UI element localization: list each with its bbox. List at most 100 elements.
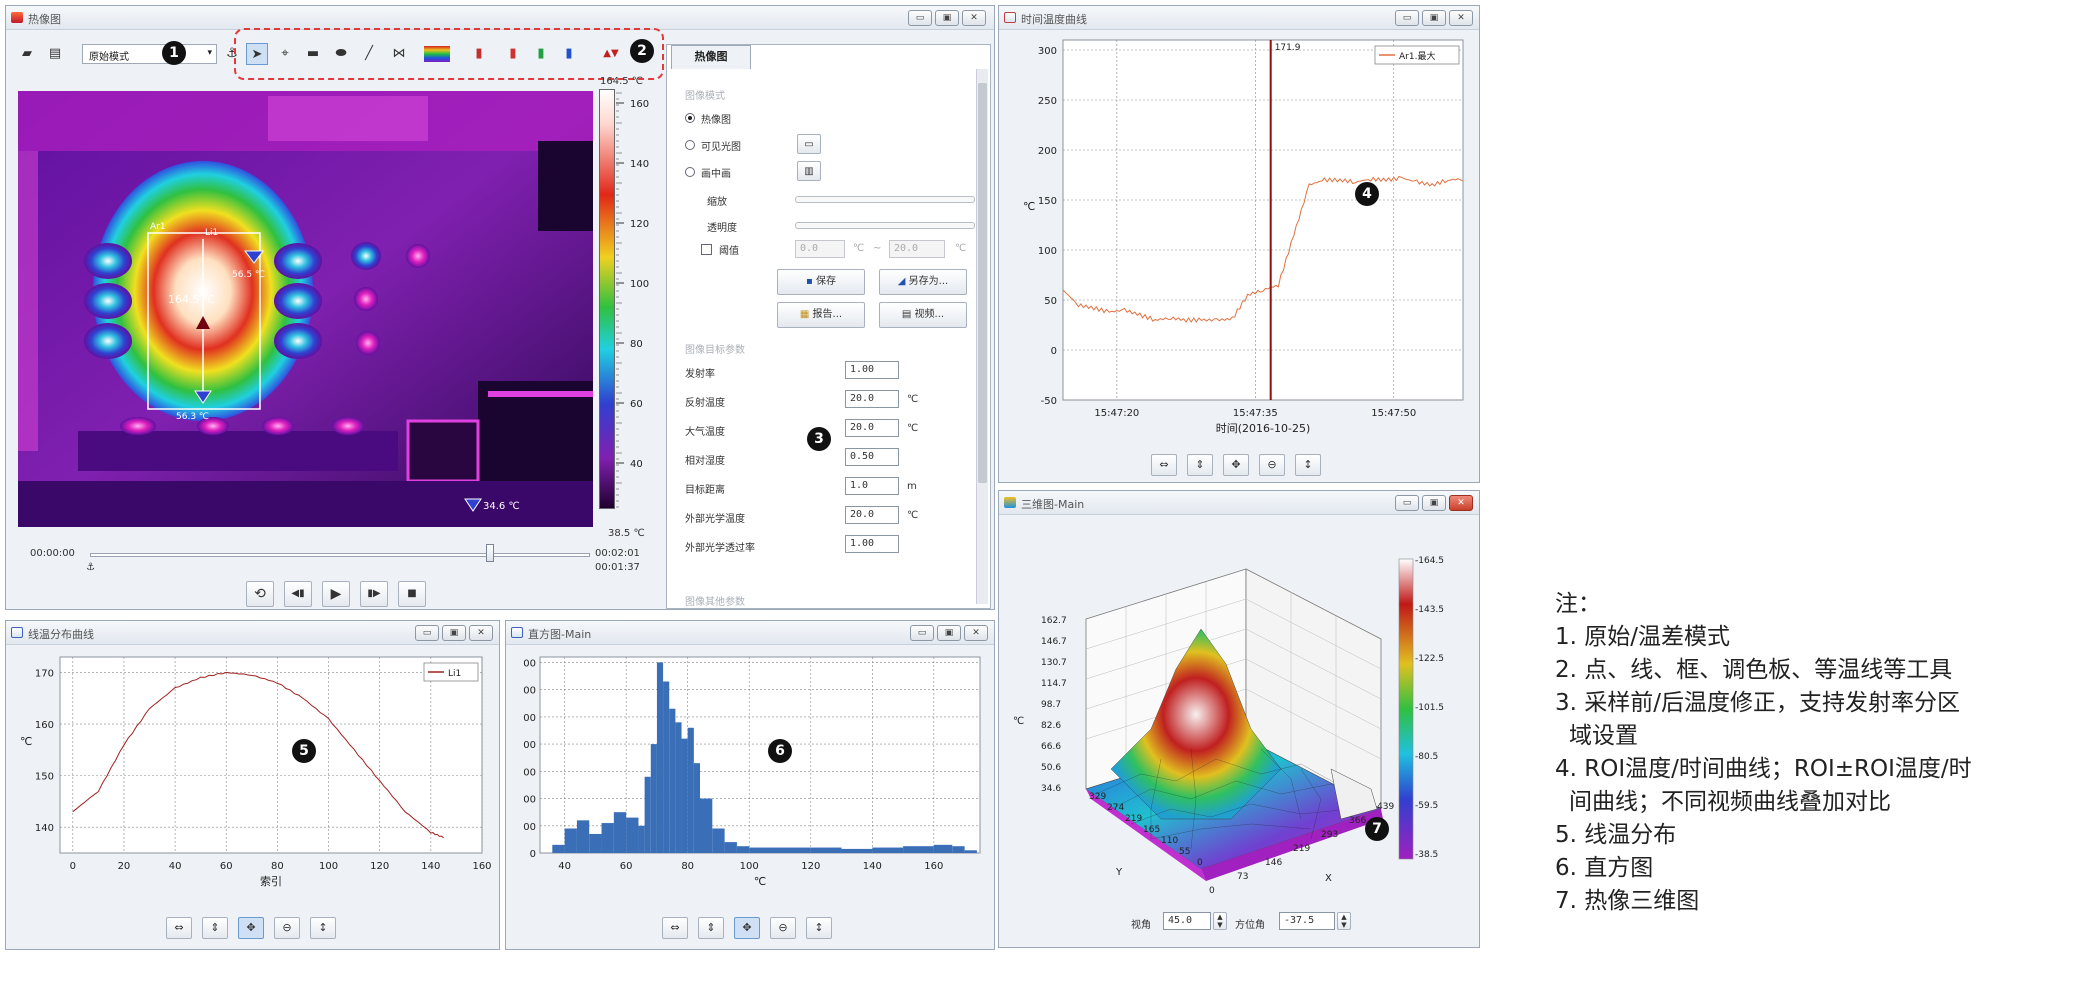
opacity-slider[interactable] [795,222,975,229]
badge-3: 3 [807,427,831,451]
note-line: 6. 直方图 [1555,855,1654,881]
param-field[interactable]: 1.0 [845,477,899,495]
param-field[interactable]: 20.0 [845,390,899,408]
next-frame-button[interactable]: ▮▶ [360,581,388,607]
fit-y-icon[interactable]: ↕ [1295,454,1321,476]
rectangle-tool-icon[interactable]: ▬ [306,46,320,61]
mode-select[interactable]: 原始模式 ▾ [82,44,217,64]
param-field[interactable]: 1.00 [845,535,899,553]
play-button[interactable]: ▶ [322,581,350,607]
radio-thermal[interactable] [685,113,695,123]
y-tick-label: 55 [1179,847,1190,857]
close-button[interactable]: ✕ [962,10,986,26]
y-axis-label: Y [1115,867,1123,878]
isotherm-above-icon[interactable]: ▮ [509,46,517,61]
playback-thumb[interactable] [486,544,494,562]
max-min-marker-icon[interactable]: ▲▼ [603,48,619,59]
time-curve-chart[interactable]: 300 250 200 150 100 50 0 -50 15:47:20 15:47:35 15:… [1001,34,1477,444]
line-dist-chart[interactable]: 170 160 150 140 0 20 40 60 80 100 120 140 160 索引 ℃ Li1 [8,649,498,911]
zoom-x-icon[interactable]: ⊖ [1259,454,1285,476]
playback-track[interactable] [90,553,590,557]
param-unit: m [907,481,917,492]
polyline-tool-icon[interactable]: ⋈ [392,46,406,61]
spot-tool-icon[interactable]: ⌖ [281,46,289,61]
fit-y-icon[interactable]: ↕ [310,917,336,939]
prev-frame-button[interactable]: ◀▮ [284,581,312,607]
minimize-button[interactable]: ▭ [1395,10,1419,26]
zoom-x-icon[interactable]: ⊖ [274,917,300,939]
maximize-button[interactable]: ▣ [1422,495,1446,511]
azimuth-field[interactable]: -37.5 [1279,912,1335,930]
zoom-x-icon[interactable]: ⊖ [770,917,796,939]
minimize-button[interactable]: ▭ [1395,495,1419,511]
save-as-icon: ◢ [897,276,909,287]
legend-label: Li1 [448,669,461,679]
isotherm-tool-icon[interactable]: ▮ [475,46,483,61]
visible-image-button[interactable]: ▭ [797,134,821,154]
close-button[interactable]: ✕ [469,625,493,641]
threshold-checkbox[interactable] [701,244,712,255]
maximize-button[interactable]: ▣ [1422,10,1446,26]
note-line: 7. 热像三维图 [1555,888,1700,914]
close-button[interactable]: ✕ [964,625,988,641]
view-angle-spinner[interactable]: ▲ ▼ [1213,912,1227,930]
stop-button[interactable]: ■ [398,581,426,607]
minimize-button[interactable]: ▭ [908,10,932,26]
param-field[interactable]: 0.50 [845,448,899,466]
param-field[interactable]: 20.0 [845,506,899,524]
param-field[interactable]: 1.00 [845,361,899,379]
pointer-tool-icon[interactable]: ➤ [246,43,268,65]
radio-pip[interactable] [685,167,695,177]
minimize-button[interactable]: ▭ [910,625,934,641]
save-button[interactable]: ▪ 保存 [777,269,865,295]
scrollbar-thumb[interactable] [978,83,987,483]
azimuth-spinner[interactable]: ▲ ▼ [1337,912,1351,930]
maximize-button[interactable]: ▣ [937,625,961,641]
pan-x-icon[interactable]: ⇔ [662,917,688,939]
thermal-image[interactable]: Ar1 Li1 164.5 ℃ 56.5 ℃ 56.3 ℃ 34.6 ℃ [18,91,593,527]
zoom-y-icon[interactable]: ⇕ [698,917,724,939]
isotherm-below-icon[interactable]: ▮ [565,46,573,61]
pan-xy-icon[interactable]: ✥ [238,917,264,939]
pip-button[interactable]: ▥ [797,161,821,181]
y-tick-label: 274 [1107,803,1124,813]
zoom-y-icon[interactable]: ⇕ [202,917,228,939]
zoom-y-icon[interactable]: ⇕ [1187,454,1213,476]
loop-button[interactable]: ⟲ [246,581,274,607]
save-as-button[interactable]: ◢ 另存为... [879,269,967,295]
histogram-bar [952,846,965,853]
note-line: 5. 线温分布 [1555,822,1677,848]
palette-tool-icon[interactable] [424,46,450,62]
view-angle-field[interactable]: 45.0 [1163,912,1211,930]
line-tool-icon[interactable]: ╱ [365,46,373,61]
radio-visible[interactable] [685,140,695,150]
maximize-button[interactable]: ▣ [442,625,466,641]
close-button[interactable]: ✕ [1449,495,1473,511]
pan-xy-icon[interactable]: ✥ [1223,454,1249,476]
colorbar-min-label: 38.5 ℃ [608,528,645,539]
pan-xy-icon[interactable]: ✥ [734,917,760,939]
y-tick-label: 0 [1197,858,1203,868]
scrollbar[interactable] [976,69,988,604]
close-button[interactable]: ✕ [1449,10,1473,26]
zoom-slider[interactable] [795,196,975,203]
threshold-max-field[interactable]: 20.0 [889,240,945,258]
threshold-min-field[interactable]: 0.0 [795,240,845,258]
video-button[interactable]: ▤ 视频... [879,302,967,328]
fit-y-icon[interactable]: ↕ [806,917,832,939]
param-field[interactable]: 20.0 [845,419,899,437]
pan-x-icon[interactable]: ⇔ [1151,454,1177,476]
open-folder-icon[interactable]: ▰ [22,46,32,61]
anchor-icon[interactable]: ⚓ [226,46,238,61]
tab-thermal[interactable]: 热像图 [671,45,751,69]
minimize-button[interactable]: ▭ [415,625,439,641]
note-line: 间曲线；不同视频曲线叠加对比 [1569,789,1891,815]
isotherm-range-icon[interactable]: ▮ [537,46,545,61]
save-file-icon[interactable]: ▤ [48,46,62,61]
report-button[interactable]: ▦ 报告... [777,302,865,328]
maximize-button[interactable]: ▣ [935,10,959,26]
ellipse-tool-icon[interactable]: ⬬ [335,46,347,61]
pan-x-icon[interactable]: ⇔ [166,917,192,939]
three-d-surface[interactable]: 162.7 146.7 130.7 114.7 98.7 82.6 66.6 50.6 34.6… [1001,519,1477,907]
